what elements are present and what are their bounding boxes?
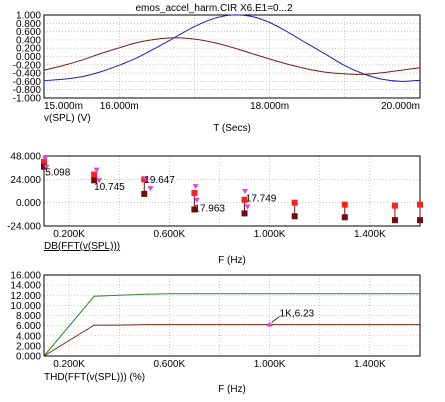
- plot-frame: [43, 14, 421, 99]
- point-magenta: [43, 164, 50, 170]
- series-line-brown: [43, 324, 420, 357]
- point-maroon: [141, 190, 148, 197]
- series-line-blue: [43, 14, 421, 82]
- point-maroon: [91, 177, 98, 184]
- y-tick-label: 6.000: [16, 321, 41, 332]
- point-magenta: [244, 204, 251, 210]
- x-tick-label: 16.000m: [100, 101, 139, 112]
- point-red: [191, 189, 198, 196]
- point-red: [91, 171, 98, 178]
- y-tick-label: 16.000: [10, 271, 41, 282]
- y-tick-label: 0.800: [16, 19, 41, 30]
- y-tick-label: 0.600: [16, 27, 41, 38]
- y-tick-label: 8.000: [16, 311, 41, 322]
- y-tick-label: 0.400: [16, 35, 41, 46]
- y-tick-label: 0.000: [16, 352, 41, 363]
- point-red: [141, 176, 148, 183]
- point-red: [417, 201, 423, 208]
- annotation-leader: [271, 316, 280, 323]
- x-tick-label: 0.600K: [153, 229, 185, 240]
- thd-plot: 16.00014.00012.00010.0008.0006.0004.0002…: [10, 271, 421, 395]
- y-tick-label: 10.000: [10, 301, 41, 312]
- y-tick-label: -1.000: [13, 94, 42, 105]
- point-maroon: [41, 163, 47, 170]
- y-tick-label: -24.000: [7, 222, 41, 233]
- x-tick-label: 20.000m: [381, 101, 420, 112]
- x-tick-label: 15.000m: [44, 101, 83, 112]
- point-maroon: [291, 213, 298, 220]
- y-tick-label: 0.000: [16, 198, 41, 209]
- point-red: [291, 199, 298, 206]
- point-maroon: [391, 217, 398, 224]
- x-tick-label: 0.600K: [153, 359, 185, 370]
- legend-label: v(SPL) (V): [44, 113, 91, 124]
- point-maroon: [241, 210, 248, 217]
- y-tick-label: 1.000: [16, 11, 41, 22]
- point-magenta: [192, 184, 199, 190]
- x-tick-label: 1.000K: [254, 359, 286, 370]
- cursor-marker: [266, 321, 273, 327]
- point-magenta: [93, 167, 100, 173]
- time-plot: 1.0000.8000.6000.4000.2000.000-0.200-0.4…: [13, 11, 421, 134]
- x-tick-label: 0.200K: [53, 229, 85, 240]
- point-maroon: [417, 217, 423, 224]
- y-tick-label: 24.000: [10, 175, 41, 186]
- y-tick-label: -0.400: [13, 69, 42, 80]
- point-maroon: [341, 214, 348, 221]
- data-label: 10.745: [94, 182, 125, 193]
- point-magenta: [147, 186, 154, 192]
- y-tick-label: 48.000: [10, 152, 41, 163]
- x-axis-label: T (Secs): [213, 123, 251, 134]
- point-red: [241, 196, 248, 203]
- series-line-darkred: [43, 37, 421, 75]
- point-magenta: [96, 178, 103, 184]
- x-axis-label: F (Hz): [218, 384, 246, 395]
- point-red: [41, 158, 47, 165]
- legend-label: DB(FFT(v(SPL))): [44, 241, 120, 252]
- point-red: [341, 201, 348, 208]
- x-tick-label: 0.200K: [53, 359, 85, 370]
- legend-label: THD(FFT(v(SPL))) (%): [44, 372, 145, 383]
- plot-frame: [43, 155, 421, 227]
- data-label: 19.647: [144, 175, 175, 186]
- data-label: 17.749: [246, 194, 277, 205]
- plot-frame: [43, 274, 421, 357]
- x-axis-label: F (Hz): [218, 255, 246, 266]
- y-tick-label: -0.600: [13, 77, 42, 88]
- x-tick-label: 1.400K: [354, 229, 386, 240]
- point-magenta: [193, 197, 200, 203]
- data-label: 1K,6.23: [280, 308, 315, 319]
- chart-title: emos_accel_harm.CIR X6.E1=0...2: [135, 3, 292, 14]
- point-magenta: [142, 176, 149, 182]
- point-magenta: [42, 155, 49, 161]
- y-tick-label: 4.000: [16, 331, 41, 342]
- y-tick-label: -0.800: [13, 85, 42, 96]
- y-tick-label: 12.000: [10, 291, 41, 302]
- series-line-green: [43, 293, 420, 357]
- point-maroon: [191, 206, 198, 213]
- y-tick-label: 0.200: [16, 44, 41, 55]
- data-label: 5.098: [45, 167, 70, 178]
- y-tick-label: 0.000: [16, 52, 41, 63]
- fft-plot: 48.000 24.000 0.000 -24.000 0.200K 0.600K 1.00…: [7, 152, 423, 266]
- x-tick-label: 1.400K: [354, 359, 386, 370]
- y-tick-label: 14.000: [10, 281, 41, 292]
- point-magenta: [242, 189, 249, 194]
- data-label: 17.963: [194, 203, 225, 214]
- y-tick-label: -0.200: [13, 60, 42, 71]
- point-red: [391, 202, 398, 209]
- x-tick-label: 18.000m: [250, 101, 289, 112]
- x-tick-label: 1.000K: [254, 229, 286, 240]
- y-tick-label: 2.000: [16, 341, 41, 352]
